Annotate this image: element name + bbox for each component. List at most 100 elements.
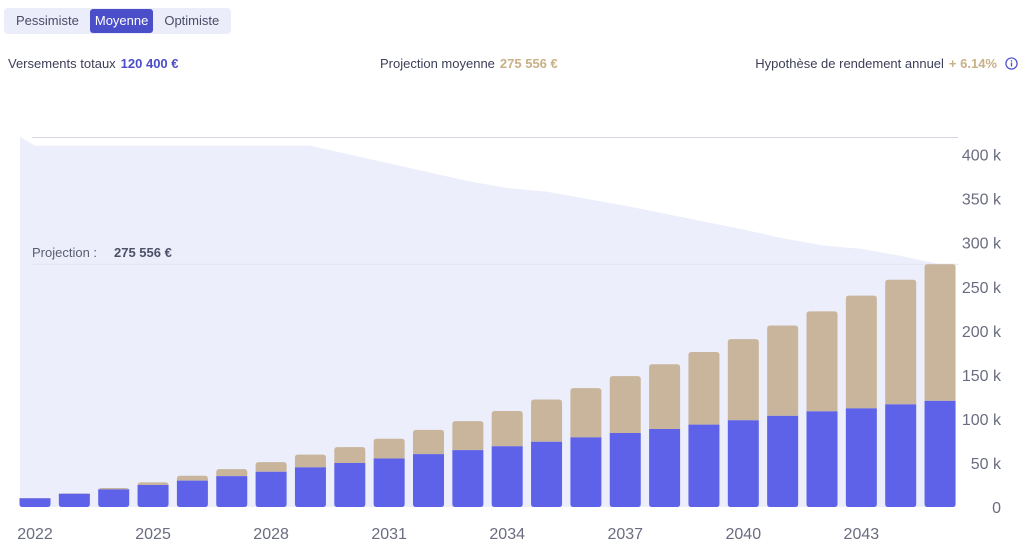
bar-contributions-2022: [19, 498, 51, 507]
bar-2034: [491, 410, 523, 507]
bar-gains-2027: [216, 469, 248, 477]
bar-2026: [176, 475, 208, 507]
x-tick-label: 2028: [253, 526, 289, 543]
bar-2045: [924, 264, 956, 507]
bar-contributions-2041: [767, 415, 799, 507]
bar-contributions-2025: [137, 484, 169, 507]
bar-2042: [806, 311, 838, 507]
projection-line-label: Projection :: [32, 245, 97, 260]
y-tick-label: 350 k: [962, 192, 1002, 209]
bar-2032: [413, 429, 444, 507]
y-tick-label: 0: [992, 500, 1001, 517]
bar-2031: [373, 438, 405, 507]
bar-2043: [845, 295, 877, 507]
bar-2041: [767, 325, 799, 507]
annual-return-value: + 6.14%: [948, 56, 997, 71]
bar-contributions-2045: [924, 400, 956, 507]
bar-2039: [688, 351, 720, 507]
bar-gains-2032: [413, 429, 444, 455]
bar-gains-2031: [373, 438, 405, 459]
bar-contributions-2031: [373, 458, 405, 507]
x-tick-label: 2034: [489, 526, 525, 543]
bar-2022: [19, 498, 51, 507]
bar-gains-2033: [452, 421, 484, 451]
bar-gains-2029: [294, 454, 326, 468]
bar-2023: [58, 493, 90, 507]
y-tick-label: 250 k: [962, 280, 1002, 297]
y-tick-label: 50 k: [971, 456, 1002, 473]
average-projection-value: 275 556 €: [499, 56, 558, 71]
x-tick-label: 2022: [17, 526, 53, 543]
tab-moyenne[interactable]: Moyenne: [89, 9, 154, 33]
scenario-tabs: Pessimiste Moyenne Optimiste: [4, 8, 232, 34]
average-projection-label: Projection moyenne: [380, 56, 495, 71]
bar-2030: [334, 447, 366, 507]
x-tick-label: 2031: [371, 526, 407, 543]
bar-2044: [885, 279, 917, 507]
x-tick-label: 2043: [844, 526, 880, 543]
bar-2029: [294, 454, 326, 507]
bar-contributions-2034: [491, 446, 523, 507]
bar-contributions-2035: [531, 441, 563, 507]
total-contributions-label: Versements totaux: [8, 56, 116, 71]
bar-gains-2035: [531, 399, 563, 442]
bar-2037: [609, 376, 641, 507]
bar-2025: [137, 482, 169, 507]
bar-contributions-2029: [294, 467, 326, 507]
y-tick-label: 100 k: [962, 412, 1002, 429]
bar-2024: [98, 488, 130, 507]
bar-contributions-2043: [845, 408, 877, 507]
bar-contributions-2024: [98, 489, 130, 507]
bar-gains-2043: [845, 295, 877, 409]
bar-2036: [570, 388, 602, 507]
bar-gains-2042: [806, 311, 838, 412]
tab-pessimiste[interactable]: Pessimiste: [16, 13, 79, 28]
bar-contributions-2033: [452, 450, 484, 507]
x-tick-label: 2037: [607, 526, 643, 543]
x-tick-label: 2040: [726, 526, 762, 543]
y-tick-label: 200 k: [962, 324, 1002, 341]
total-contributions-value: 120 400 €: [120, 56, 179, 71]
bar-contributions-2027: [216, 476, 248, 507]
bar-gains-2044: [885, 279, 917, 405]
bar-gains-2037: [609, 376, 641, 433]
bar-gains-2028: [255, 462, 287, 472]
bar-contributions-2026: [176, 480, 208, 507]
bar-contributions-2039: [688, 424, 720, 507]
info-circle-icon[interactable]: [1005, 57, 1018, 70]
bar-contributions-2032: [413, 454, 444, 507]
bar-gains-2039: [688, 351, 720, 425]
bar-contributions-2038: [649, 429, 681, 507]
projection-line-value: 275 556 €: [114, 245, 172, 260]
annual-return-label: Hypothèse de rendement annuel: [755, 56, 944, 71]
bar-gains-2040: [727, 339, 759, 421]
bar-contributions-2037: [609, 433, 641, 507]
y-tick-label: 300 k: [962, 236, 1002, 253]
tab-optimiste[interactable]: Optimiste: [164, 13, 220, 28]
bar-2028: [255, 462, 287, 507]
bar-contributions-2040: [727, 420, 759, 507]
bar-contributions-2023: [58, 493, 90, 507]
bar-gains-2024: [98, 488, 130, 492]
y-tick-label: 150 k: [962, 368, 1002, 385]
bar-contributions-2036: [570, 437, 602, 507]
x-tick-label: 2025: [135, 526, 171, 543]
bar-gains-2023: [58, 493, 90, 497]
bar-contributions-2028: [255, 471, 287, 507]
bar-gains-2038: [649, 364, 681, 430]
bar-gains-2041: [767, 325, 799, 416]
bar-gains-2034: [491, 410, 523, 447]
bar-gains-2030: [334, 447, 366, 463]
bar-gains-2036: [570, 388, 602, 438]
bar-gains-2045: [924, 264, 956, 401]
bar-contributions-2042: [806, 411, 838, 507]
bar-gains-2026: [176, 475, 208, 481]
annual-return-assumption: Hypothèse de rendement annuel + 6.14%: [755, 56, 1018, 71]
bar-gains-2025: [137, 482, 169, 486]
y-tick-label: 400 k: [962, 148, 1002, 165]
average-projection: Projection moyenne 275 556 €: [380, 56, 558, 71]
bar-2035: [531, 399, 563, 507]
bar-2033: [452, 421, 484, 507]
bar-2038: [649, 364, 681, 507]
